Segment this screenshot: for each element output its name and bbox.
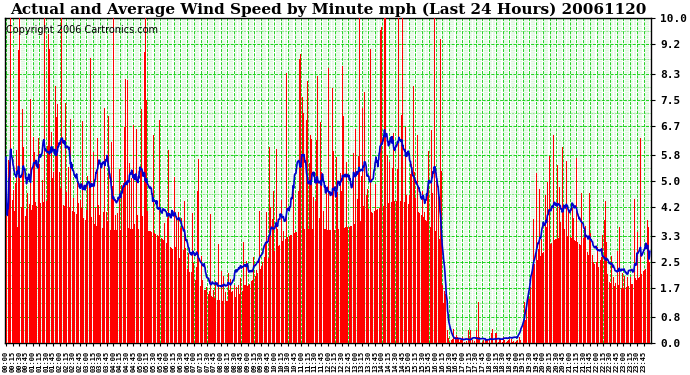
Text: Copyright 2006 Cartronics.com: Copyright 2006 Cartronics.com [6, 25, 158, 35]
Title: Actual and Average Wind Speed by Minute mph (Last 24 Hours) 20061120: Actual and Average Wind Speed by Minute … [10, 3, 647, 17]
